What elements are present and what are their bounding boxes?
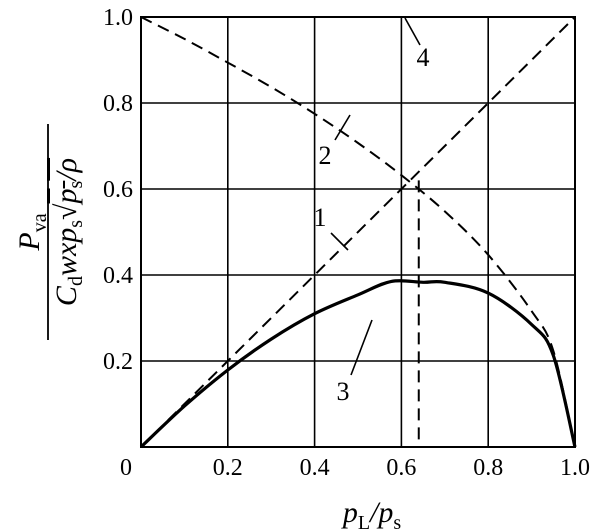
x-tick-label-1: 0.2: [213, 455, 243, 481]
x-tick-label-2: 0.4: [300, 455, 330, 481]
y-axis-label: Pva​Cd​wxps​√ps​/ρ: [13, 124, 87, 340]
leader-line-3: [350, 319, 373, 376]
leader-line-2: [334, 114, 351, 141]
series-line-3: [139, 279, 577, 449]
series-line-2: [140, 16, 576, 448]
grid: [141, 17, 575, 447]
axis-label-group: pL​/ps​ Pva​Cd​wxps​√ps​/ρ: [13, 124, 401, 532]
tick-label-group: 0 0.2 0.4 0.6 0.8 1.0 0.2 0.4 0.6 0.8 1.0: [103, 5, 590, 481]
y-axis-label-numerator: Pva​: [13, 213, 51, 251]
x-axis-label: pL​/ps​: [341, 496, 402, 532]
curve-label-4: 4: [417, 43, 430, 72]
y-tick-label-4: 1.0: [103, 5, 133, 31]
leader-line-1: [330, 232, 349, 251]
curve-label-3: 3: [337, 377, 350, 406]
y-tick-label-0: 0.2: [103, 349, 133, 375]
curve-label-group: 1 2 3 4: [314, 17, 430, 406]
series-group: [139, 16, 577, 449]
y-tick-label-3: 0.8: [103, 91, 133, 117]
x-tick-label-5: 1.0: [560, 455, 590, 481]
y-tick-label-2: 0.6: [103, 177, 133, 203]
y-tick-label-1: 0.4: [103, 263, 133, 289]
leader-line-4: [404, 17, 421, 46]
x-tick-label-0: 0: [120, 455, 132, 481]
y-axis-label-denominator: Cd​wxps​√ps​/ρ: [50, 158, 87, 306]
curve-label-1: 1: [314, 203, 327, 232]
x-tick-label-4: 0.8: [473, 455, 503, 481]
curve-label-2: 2: [319, 141, 332, 170]
series-line-1: [140, 16, 576, 448]
x-tick-label-3: 0.6: [386, 455, 416, 481]
